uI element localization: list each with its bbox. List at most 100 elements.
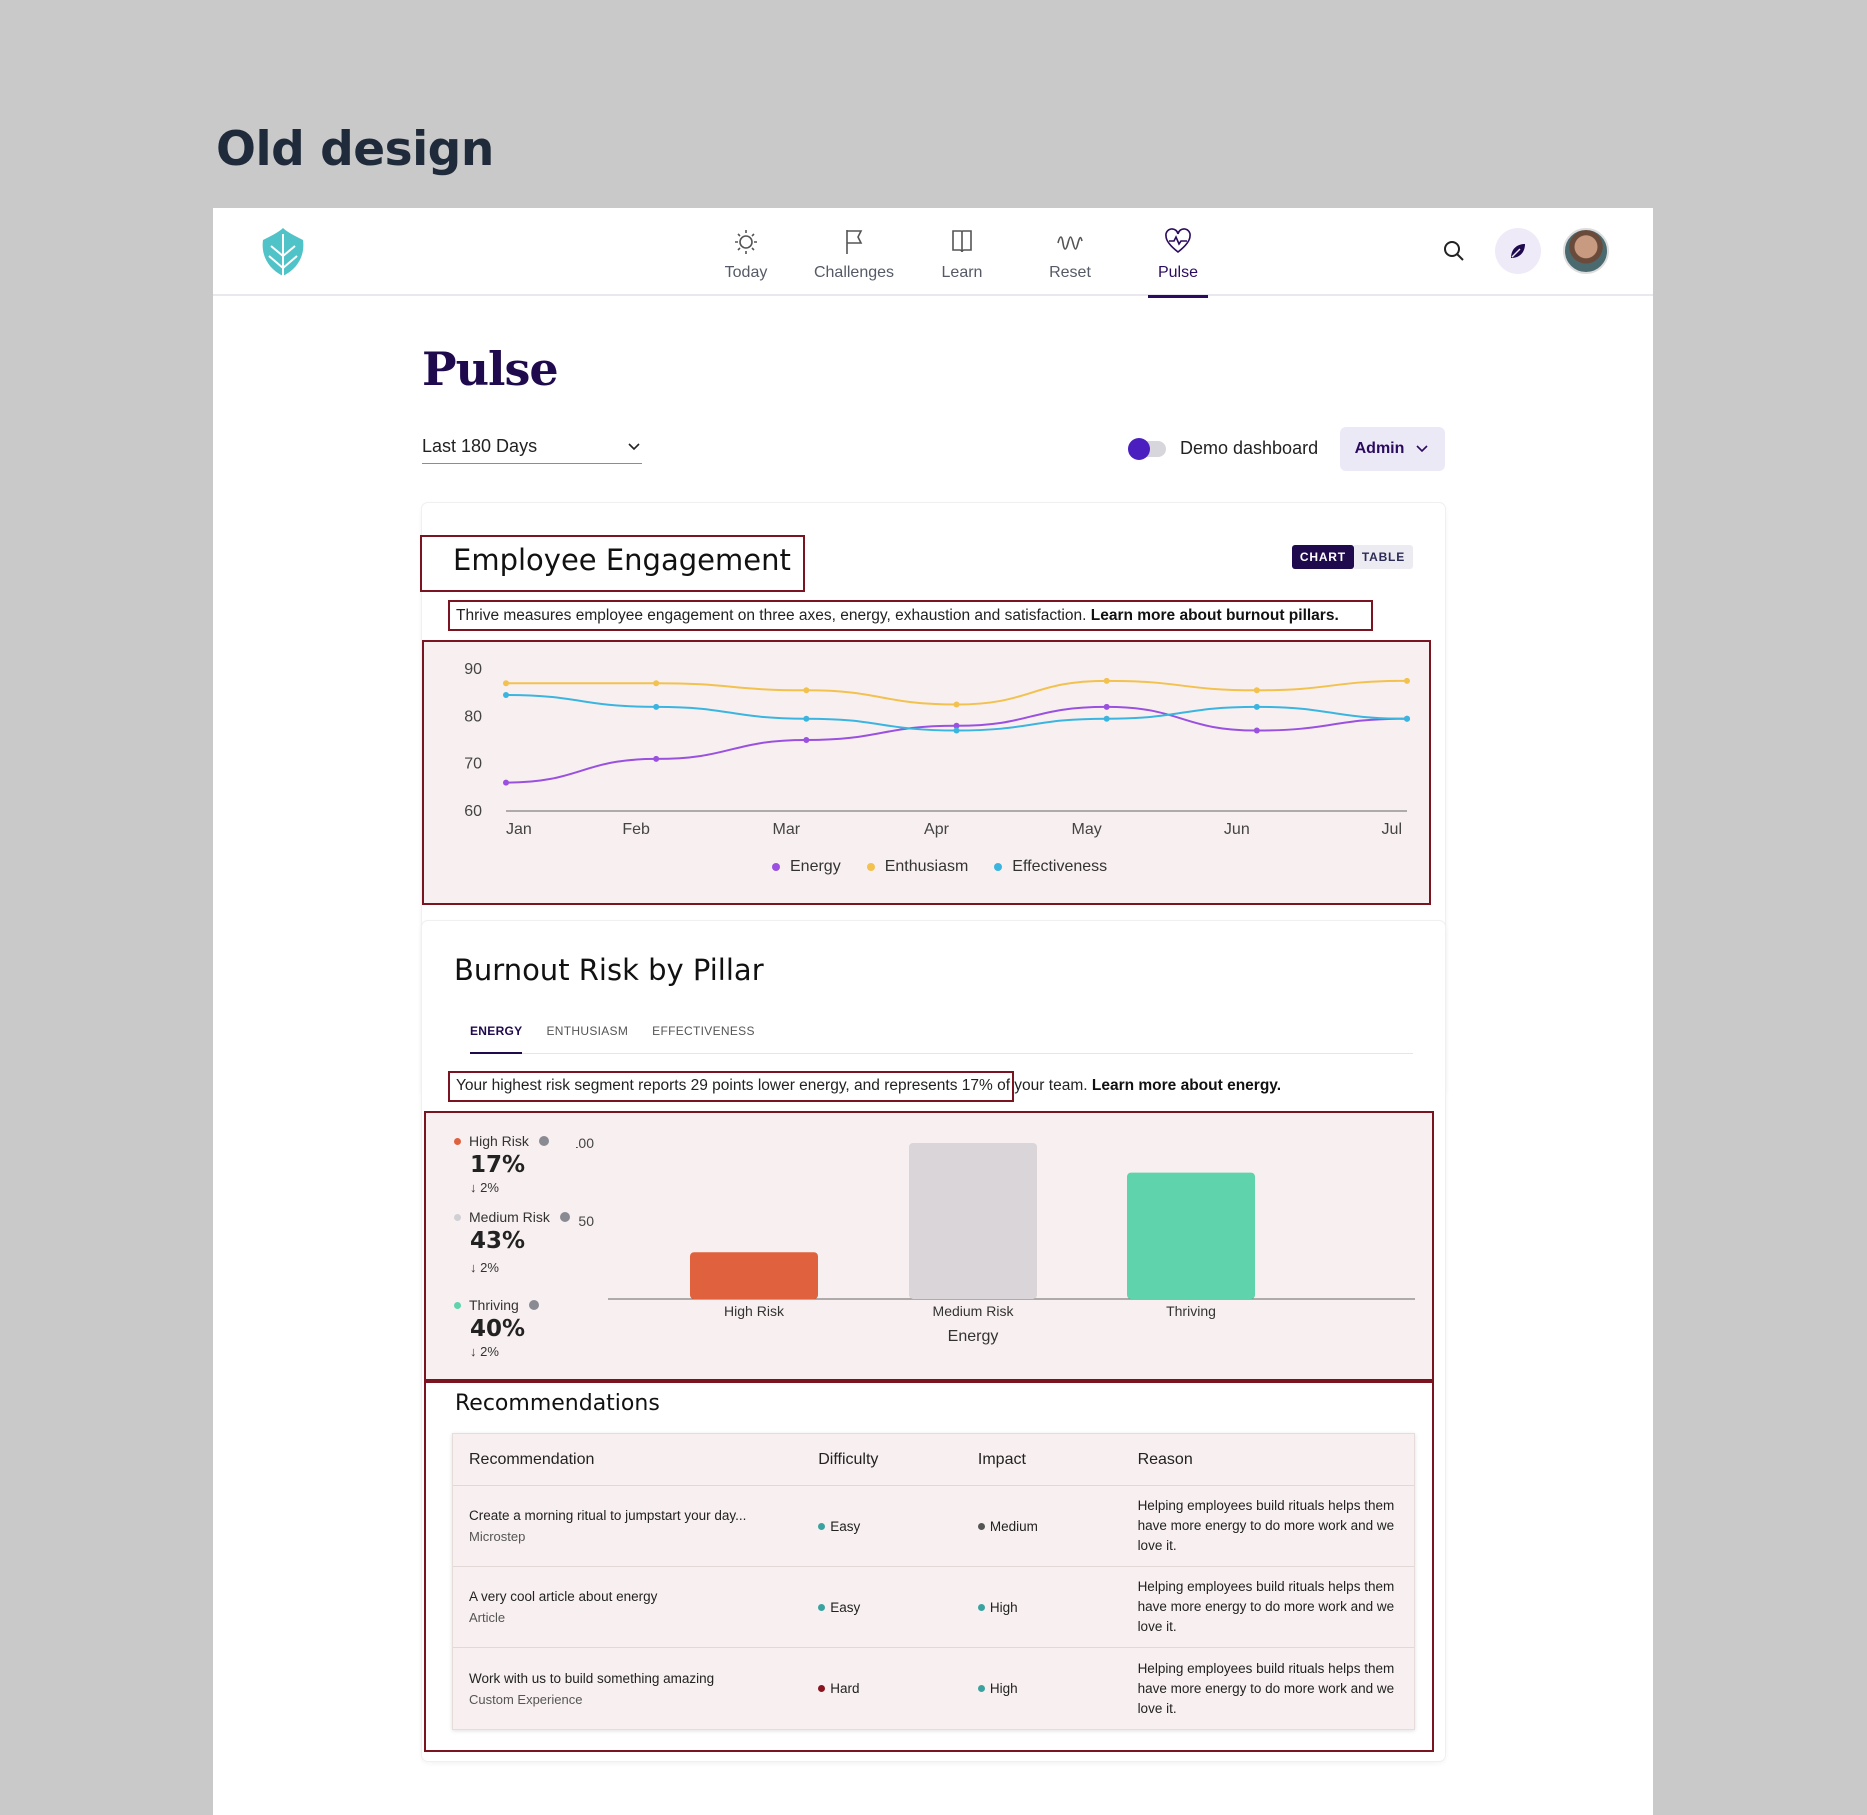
table-row[interactable]: A very cool article about energy Article … [453,1567,1414,1648]
legend-swatch [994,863,1003,871]
data-point [1404,677,1410,684]
legend-swatch [866,863,875,871]
info-icon[interactable] [559,1212,570,1222]
impact-value: Medium [989,1518,1038,1534]
x-tick-label: May [1072,821,1102,838]
flag-icon [846,230,863,254]
stat-percent: 17% [470,1152,526,1178]
data-point [1404,715,1410,722]
data-point [653,755,660,762]
leaf-icon [1511,244,1525,258]
bar [909,1143,1037,1299]
nav-learn[interactable]: Learn [908,222,1016,296]
header-difficulty: Difficulty [818,1450,879,1468]
stat-percent: 40% [470,1316,526,1342]
burnout-pillars-link[interactable]: Learn more about burnout pillars. [1090,607,1339,624]
chart-legend: Energy Enthusiasm Effectiveness [772,858,1133,876]
chevron-down-icon [1416,445,1428,453]
x-tick-label: Apr [924,821,950,838]
user-avatar[interactable] [1563,228,1609,274]
tab-energy[interactable]: ENERGY [470,1022,523,1054]
tab-effectiveness[interactable]: EFFECTIVENESS [652,1024,755,1038]
pillar-tabs: ENERGY ENTHUSIASM EFFECTIVENESS [470,1022,1413,1054]
data-point [653,680,660,687]
rec-type: Article [469,1610,506,1625]
y-tick-label: 90 [464,661,482,678]
wave-icon [1057,236,1083,250]
demo-toggle-group[interactable]: Demo dashboard [1128,437,1319,460]
legend-item: Enthusiasm [866,858,968,876]
chevron-down-icon [628,442,640,450]
burnout-description: Your highest risk segment reports 29 poi… [456,1077,1281,1095]
stat-name: Medium Risk [469,1209,550,1225]
impact-value: High [989,1681,1018,1696]
stat-thriving: Thriving 40% ↓ 2% [454,1297,539,1359]
leaf-button[interactable] [1495,228,1541,274]
data-point [653,703,660,710]
period-select[interactable]: Last 180 Days [422,430,642,464]
table-row[interactable]: Work with us to build something amazing C… [453,1648,1414,1729]
nav-reset[interactable]: Reset [1016,222,1124,296]
recommendations-table: Recommendation Difficulty Impact Reason … [452,1433,1415,1730]
impact-value: High [989,1599,1018,1615]
stat-change: ↓ 2% [470,1260,499,1275]
table-row[interactable]: Create a morning ritual to jumpstart you… [453,1486,1414,1567]
impact-dot [977,1685,985,1692]
rec-title[interactable]: Work with us to build something amazing [469,1670,715,1686]
thrive-logo-icon[interactable] [259,226,307,278]
nav-label: Pulse [1157,264,1199,281]
burnout-bar-chart: 100 50 High Risk Medium Risk Thriving Energy [576,1135,1415,1345]
table-toggle-button[interactable]: TABLE [1353,545,1413,569]
difficulty-value: Easy [830,1599,861,1615]
tab-enthusiasm[interactable]: ENTHUSIASM [546,1024,629,1038]
engagement-line-chart: 90 80 70 60 Jan Feb Mar Apr May Jun Jul [464,661,1410,838]
view-toggle: CHART TABLE [1291,545,1413,569]
nav-challenges[interactable]: Challenges [800,222,908,296]
energy-link[interactable]: Learn more about energy. [1091,1077,1282,1094]
nav-label: Today [724,264,768,281]
admin-label: Admin [1354,440,1405,457]
series-line [505,705,1408,784]
rec-type: Custom Experience [469,1691,583,1707]
nav-pulse[interactable]: Pulse [1124,222,1232,298]
impact-dot [977,1603,985,1611]
burnout-title: Burnout Risk by Pillar [454,953,764,987]
rec-cell: Create a morning ritual to jumpstart you… [453,1508,818,1544]
admin-dropdown[interactable]: Admin [1340,427,1445,471]
chart-toggle-button[interactable]: CHART [1291,545,1354,569]
stat-label: Thriving [454,1297,539,1313]
rec-cell: Work with us to build something amazing C… [453,1671,818,1707]
demo-label: Demo dashboard [1180,438,1319,458]
legend-item: Energy [772,858,841,876]
difficulty-cell: Easy [818,1519,978,1534]
stat-dot [454,1137,461,1145]
rec-title[interactable]: Create a morning ritual to jumpstart you… [469,1508,747,1523]
x-tick-label: High Risk [724,1303,785,1319]
nav-today[interactable]: Today [692,222,800,296]
search-icon[interactable] [1439,236,1469,266]
info-icon[interactable] [528,1300,539,1310]
stat-dot [454,1301,461,1309]
data-point [953,722,960,729]
line-chart-area: 90 80 70 60 Jan Feb Mar Apr May Jun Jul Energy Ent… [422,640,1431,905]
info-icon[interactable] [538,1136,549,1146]
impact-cell: High [977,1681,1138,1696]
difficulty-value: Easy [830,1518,861,1534]
page-title: Pulse [422,342,559,396]
x-tick-label: Jul [1382,821,1402,838]
demo-toggle[interactable] [1128,437,1166,460]
top-nav: Today Challenges Learn Reset Pulse [213,208,1653,298]
header-reason: Reason [1137,1450,1193,1468]
page-heading: Old design [216,122,494,177]
engagement-description: Thrive measures employee engagement on t… [456,607,1339,625]
data-point [503,779,509,786]
legend-item: Effectiveness [994,858,1107,876]
rec-title[interactable]: A very cool article about energy [469,1589,658,1604]
x-axis-title: Energy [948,1328,999,1345]
data-point [953,701,960,708]
x-tick-label: Thriving [1166,1303,1216,1319]
difficulty-dot [818,1685,826,1692]
stat-medium-risk: Medium Risk 43% ↓ 2% [454,1209,570,1275]
rec-type: Microstep [469,1529,526,1544]
y-tick-label: 80 [464,708,482,725]
